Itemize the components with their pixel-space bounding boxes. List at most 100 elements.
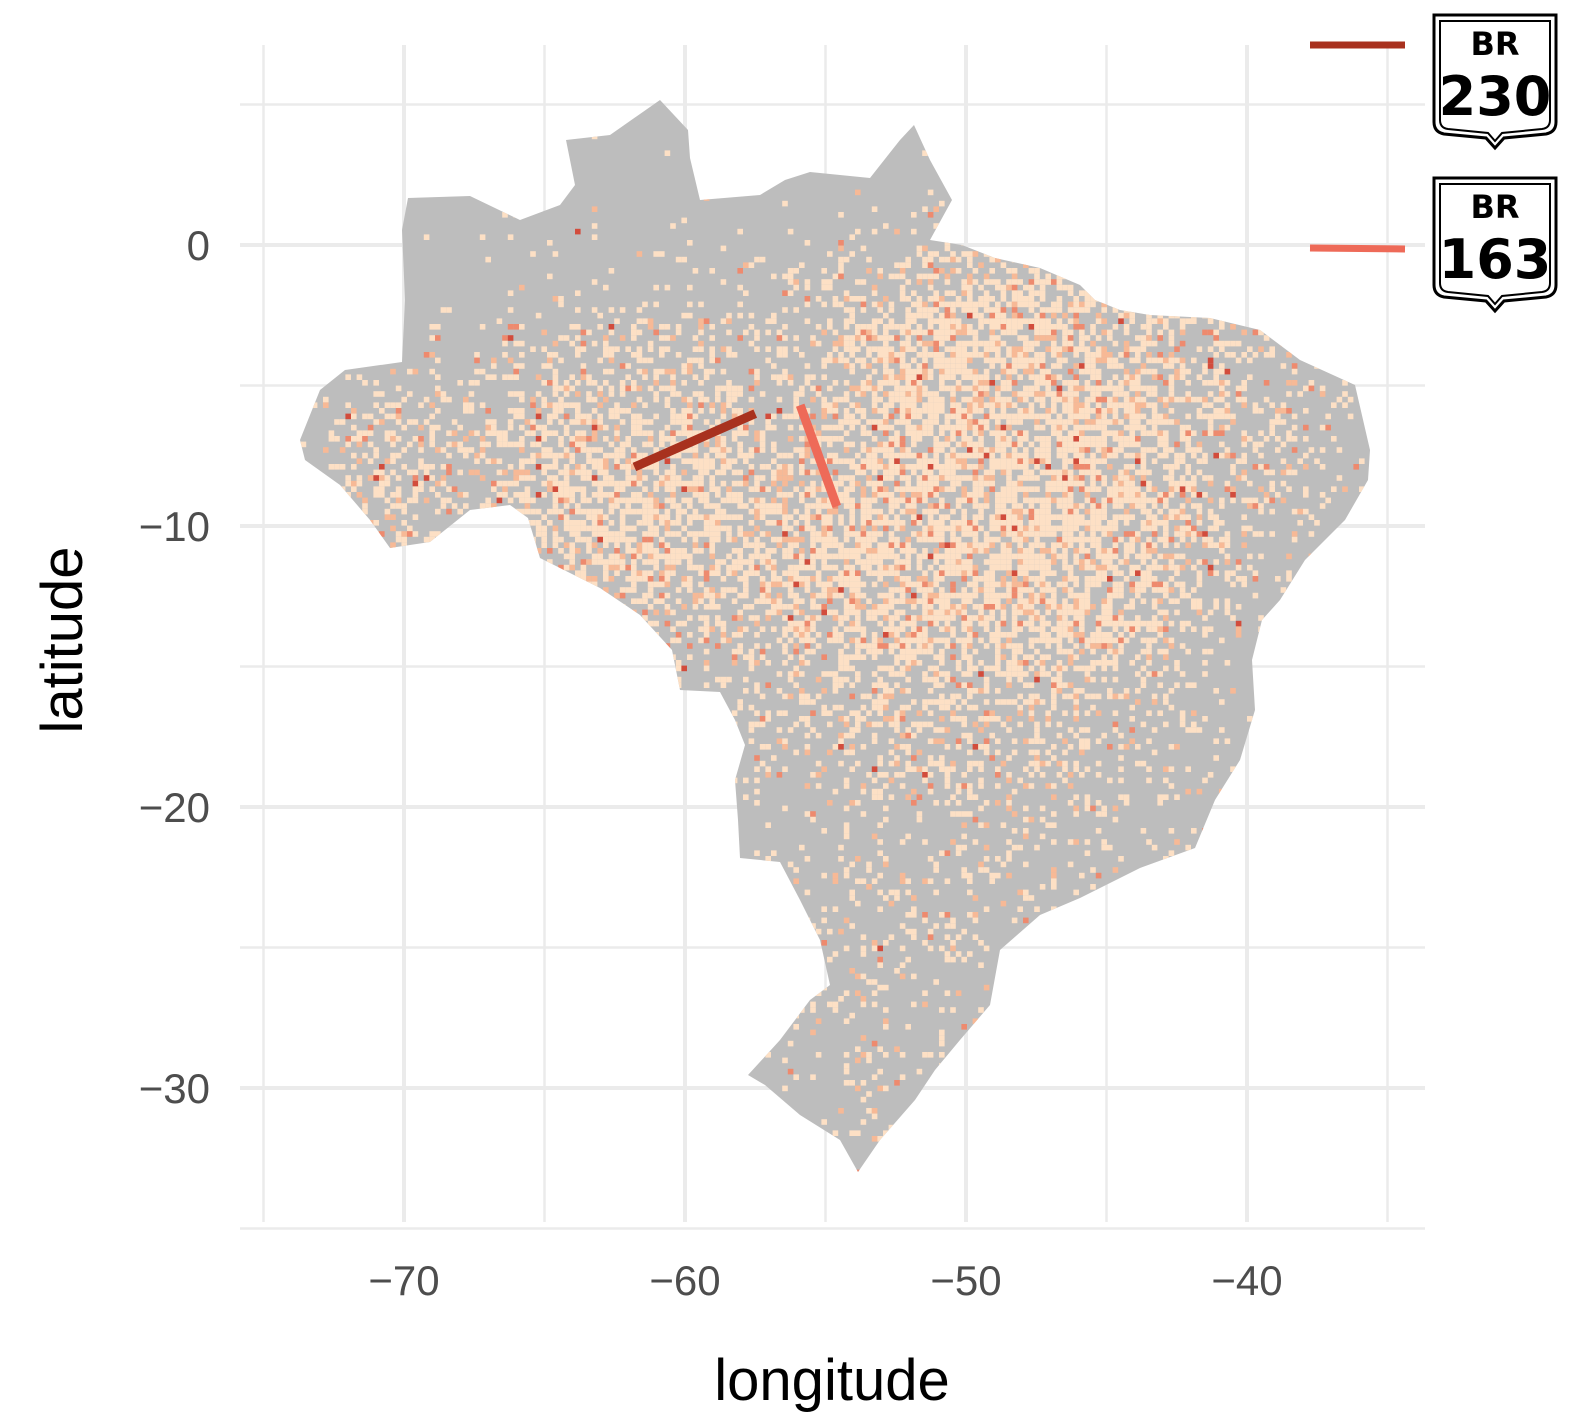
heat-cell [1079, 537, 1085, 543]
heat-cell [939, 554, 945, 560]
heat-cell [569, 374, 575, 380]
heat-cell [581, 341, 587, 347]
heat-cell [866, 548, 872, 554]
heat-cell [922, 246, 928, 252]
heat-cell [1269, 402, 1275, 408]
heat-cell [1079, 542, 1085, 548]
heat-cell [698, 475, 704, 481]
heat-cell [967, 498, 973, 504]
heat-cell [1281, 318, 1287, 324]
heat-cell [827, 453, 833, 459]
heat-cell [1118, 285, 1124, 291]
heat-cell [1225, 554, 1231, 560]
heat-cell [917, 313, 923, 319]
heat-cell [922, 425, 928, 431]
heat-cell [905, 414, 911, 420]
heat-cell [704, 419, 710, 425]
heat-cell [390, 453, 396, 459]
heat-cell [721, 414, 727, 420]
heat-cell [530, 559, 536, 565]
heat-cell [967, 279, 973, 285]
heat-cell [407, 531, 413, 537]
heat-cell [373, 486, 379, 492]
heat-cell [401, 464, 407, 470]
heat-cell [760, 593, 766, 599]
heat-cell [592, 514, 598, 520]
heat-cell [788, 565, 794, 571]
heat-cell [676, 330, 682, 336]
heat-cell [989, 464, 995, 470]
heat-cell [1185, 206, 1191, 212]
heat-cell [435, 374, 441, 380]
heat-cell [637, 509, 643, 515]
heat-cell [547, 453, 553, 459]
heat-cell [877, 570, 883, 576]
heat-cell [441, 464, 447, 470]
heat-cell [491, 430, 497, 436]
heat-cell [1247, 358, 1253, 364]
heat-cell [1247, 498, 1253, 504]
heat-cell [564, 542, 570, 548]
heat-cell [838, 481, 844, 487]
heat-cell [1023, 251, 1029, 257]
heat-cell [508, 498, 514, 504]
heat-cell [452, 598, 458, 604]
heat-cell [1107, 548, 1113, 554]
heat-cell [1146, 570, 1152, 576]
heat-cell [1141, 576, 1147, 582]
heat-cell [597, 509, 603, 515]
heat-cell [1152, 341, 1158, 347]
heat-cell [849, 526, 855, 532]
heat-cell [614, 537, 620, 543]
heat-cell [698, 470, 704, 476]
heat-cell [1085, 419, 1091, 425]
heat-cell [312, 531, 318, 537]
heat-cell [1068, 408, 1074, 414]
heat-cell [541, 346, 547, 352]
heat-cell [1286, 380, 1292, 386]
heat-cell [502, 374, 508, 380]
heat-cell [989, 537, 995, 543]
heat-cell [833, 537, 839, 543]
heat-cell [581, 475, 587, 481]
heat-cell [1202, 369, 1208, 375]
heat-cell [1219, 548, 1225, 554]
heat-cell [1157, 313, 1163, 319]
heat-cell [1040, 531, 1046, 537]
heat-cell [1006, 414, 1012, 420]
heat-cell [1297, 313, 1303, 319]
heat-cell [1191, 313, 1197, 319]
heat-cell [1185, 425, 1191, 431]
heat-cell [945, 386, 951, 392]
heat-cell [894, 542, 900, 548]
heat-cell [1208, 279, 1214, 285]
heat-cell [631, 447, 637, 453]
heat-cell [1012, 492, 1018, 498]
heat-cell [558, 514, 564, 520]
heat-cell [855, 593, 861, 599]
heat-cell [1124, 397, 1130, 403]
heat-cell [788, 464, 794, 470]
heat-cell [614, 565, 620, 571]
heat-cell [1023, 486, 1029, 492]
heat-cell [793, 576, 799, 582]
heat-cell [894, 559, 900, 565]
heat-cell [1185, 251, 1191, 257]
heat-cell [989, 447, 995, 453]
heat-cell [1062, 576, 1068, 582]
heat-cell [1208, 363, 1214, 369]
heat-cell [1051, 234, 1057, 240]
heat-cell [827, 526, 833, 532]
heat-cell [995, 458, 1001, 464]
heat-cell [995, 279, 1001, 285]
heat-cell [861, 526, 867, 532]
heat-cell [928, 481, 934, 487]
heat-cell [642, 369, 648, 375]
heat-cell [771, 374, 777, 380]
heat-cell [1281, 587, 1287, 593]
heat-cell [1073, 274, 1079, 280]
heat-cell [922, 531, 928, 537]
heat-cell [989, 346, 995, 352]
heat-cell [810, 526, 816, 532]
heat-cell [900, 492, 906, 498]
